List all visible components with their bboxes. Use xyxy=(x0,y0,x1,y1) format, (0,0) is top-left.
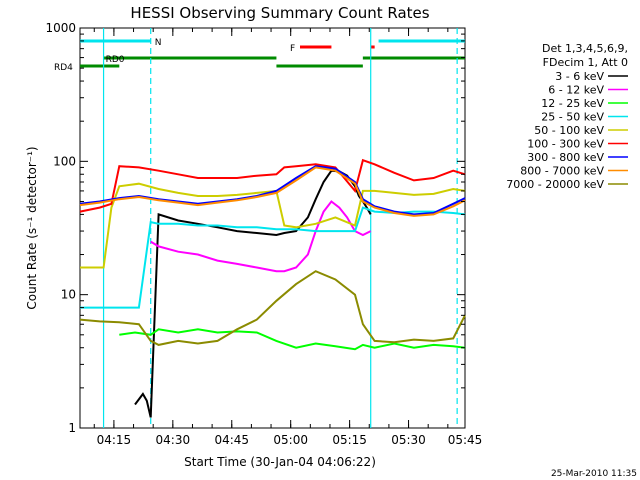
vertical-lines-group xyxy=(102,28,458,428)
flag-label-rd0: RD0 xyxy=(106,55,125,65)
series-line-3-6-kev xyxy=(134,169,372,418)
flags-group: N F RD0 RD4 xyxy=(54,38,465,73)
flag-label-rd4: RD4 xyxy=(54,63,73,73)
series-line-7000-20000-kev xyxy=(79,270,466,346)
y-tick-label: 1000 xyxy=(45,21,76,35)
series-group xyxy=(79,158,466,418)
footer-timestamp: 25-Mar-2010 11:35 xyxy=(551,469,637,479)
legend-label: 25 - 50 keV xyxy=(541,111,604,124)
chart-title: HESSI Observing Summary Count Rates xyxy=(130,4,429,22)
x-tick-label: 05:30 xyxy=(391,433,426,447)
series-line-800-7000-kev xyxy=(79,166,466,217)
x-tick-label: 04:15 xyxy=(97,433,132,447)
flag-label-f: F xyxy=(290,44,295,54)
series-line-25-50-kev xyxy=(80,206,466,309)
plot-frame xyxy=(79,27,466,429)
legend-label: 3 - 6 keV xyxy=(555,70,604,83)
x-tick-label: 05:15 xyxy=(332,433,367,447)
series-line-12-25-kev xyxy=(119,328,466,351)
series-line-100-300-kev xyxy=(79,158,466,213)
x-tick-label: 04:30 xyxy=(156,433,191,447)
legend-label: 300 - 800 keV xyxy=(527,151,604,164)
series-line-6-12-kev xyxy=(150,200,372,273)
x-ticks-group: 04:15 04:30 04:45 05:00 05:15 05:30 05:45 xyxy=(93,28,483,447)
y-tick-label: 100 xyxy=(53,154,76,168)
y-axis-label: Count Rate (s⁻¹ detector⁻¹) xyxy=(25,146,39,309)
x-axis-label: Start Time (30-Jan-04 04:06:22) xyxy=(184,455,376,469)
series-line-300-800-kev xyxy=(79,165,466,216)
legend-label: 6 - 12 keV xyxy=(548,84,604,97)
legend: Det 1,3,4,5,6,9, FDecim 1, Att 0 3 - 6 k… xyxy=(506,42,628,191)
y-tick-label: 10 xyxy=(61,288,76,302)
flag-label-n: N xyxy=(155,38,162,48)
legend-label: 800 - 7000 keV xyxy=(520,165,604,178)
x-tick-label: 04:45 xyxy=(214,433,249,447)
x-tick-label: 05:45 xyxy=(448,433,483,447)
legend-label: 100 - 300 keV xyxy=(527,138,604,151)
legend-header-line-2: FDecim 1, Att 0 xyxy=(543,56,628,69)
y-ticks-group: 1 10 100 1000 xyxy=(45,21,465,435)
legend-label: 12 - 25 keV xyxy=(541,97,604,110)
x-tick-label: 05:00 xyxy=(273,433,308,447)
y-tick-label: 1 xyxy=(68,421,76,435)
legend-header-line-1: Det 1,3,4,5,6,9, xyxy=(542,42,628,55)
legend-label: 7000 - 20000 keV xyxy=(506,178,604,191)
legend-label: 50 - 100 keV xyxy=(534,124,604,137)
